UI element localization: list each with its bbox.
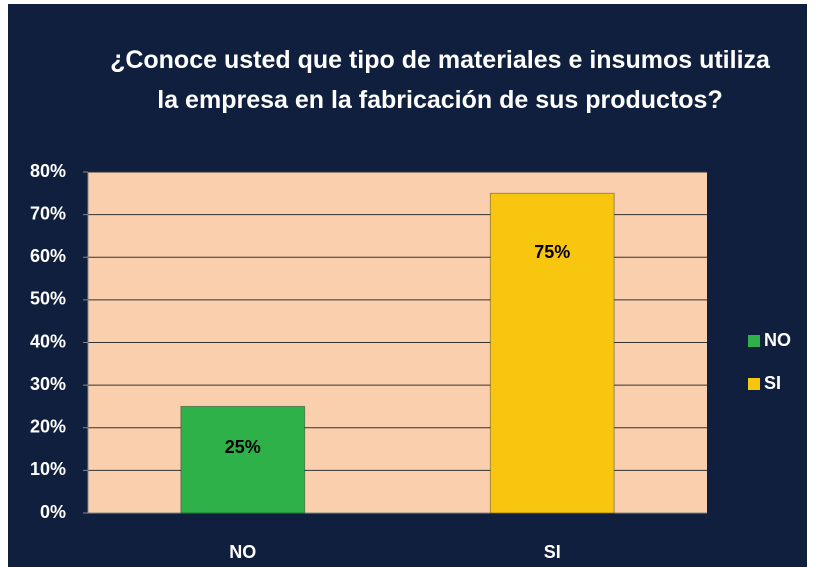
y-tick-label: 20% <box>30 417 66 437</box>
data-label: 75% <box>534 242 570 262</box>
y-tick-label: 30% <box>30 374 66 394</box>
legend-label: NO <box>764 330 791 350</box>
y-tick-label: 40% <box>30 331 66 351</box>
y-tick-label: 0% <box>40 502 66 522</box>
chart-title: ¿Conoce usted que tipo de materiales e i… <box>110 46 770 114</box>
x-tick-label: SI <box>544 542 561 562</box>
data-label: 25% <box>225 437 261 457</box>
y-tick-label: 50% <box>30 289 66 309</box>
y-tick-label: 80% <box>30 161 66 181</box>
y-tick-label: 10% <box>30 459 66 479</box>
bar <box>180 405 306 514</box>
legend-label: SI <box>764 373 781 393</box>
legend-swatch <box>748 335 760 347</box>
legend-swatch <box>748 378 760 390</box>
bar <box>489 192 615 514</box>
y-tick-label: 60% <box>30 246 66 266</box>
x-tick-label: NO <box>229 542 256 562</box>
y-tick-label: 70% <box>30 203 66 223</box>
